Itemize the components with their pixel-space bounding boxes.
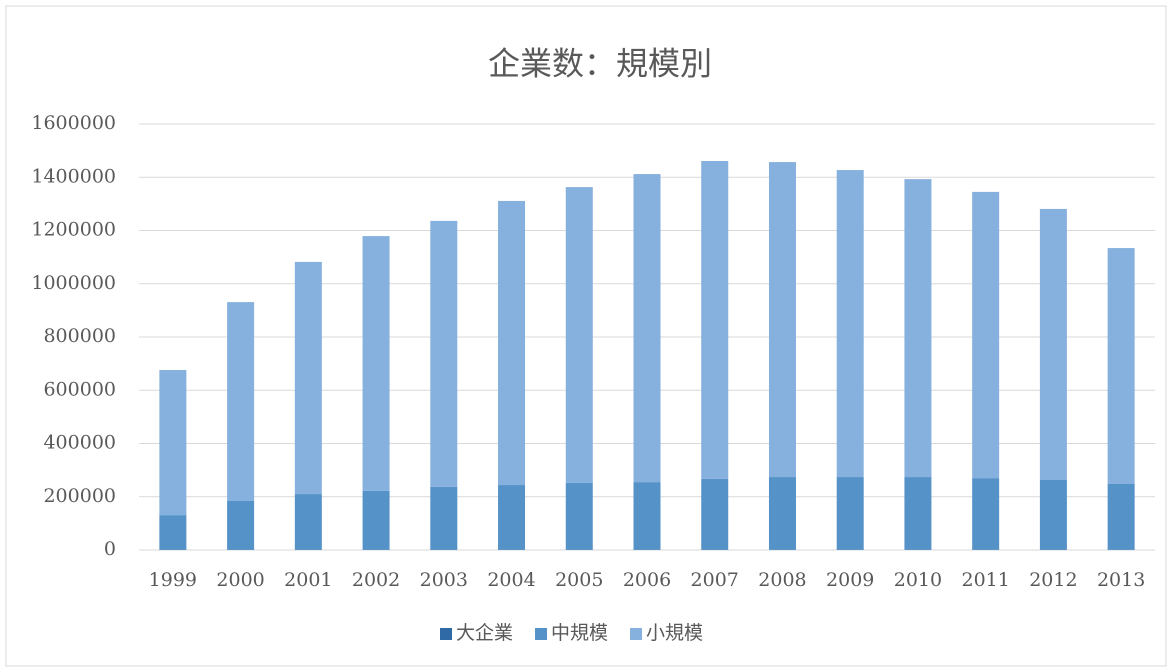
bar-segment — [498, 485, 526, 550]
bar-segment — [768, 162, 796, 478]
x-tick-label: 2013 — [1097, 569, 1145, 591]
bar-segment — [701, 478, 729, 550]
bar-segment — [159, 515, 187, 550]
y-tick-label: 200000 — [43, 485, 116, 507]
bar-segment — [362, 236, 390, 491]
y-tick-label: 800000 — [43, 325, 116, 347]
legend-label: 中規模 — [551, 622, 608, 644]
bar-segment — [768, 477, 796, 550]
bar-segment — [1039, 208, 1067, 480]
y-tick-label: 1000000 — [31, 272, 116, 294]
x-tick-label: 2012 — [1029, 569, 1077, 591]
bar-segment — [294, 261, 322, 495]
x-tick-label: 2007 — [691, 569, 739, 591]
x-tick-label: 2008 — [758, 569, 806, 591]
legend-swatch — [440, 628, 452, 640]
bar-segment — [227, 501, 255, 550]
bar-segment — [159, 370, 187, 516]
legend-label: 小規模 — [646, 622, 703, 644]
bar-segment — [498, 200, 526, 486]
bar-segment — [633, 174, 661, 483]
bar-segment — [565, 482, 593, 550]
bar-segment — [362, 490, 390, 550]
x-tick-label: 2000 — [216, 569, 264, 591]
x-tick-label: 2004 — [487, 569, 535, 591]
y-tick-label: 0 — [104, 538, 116, 560]
x-tick-label: 2011 — [961, 569, 1009, 591]
bar-segment — [972, 191, 1000, 479]
x-tick-label: 1999 — [149, 569, 197, 591]
y-tick-label: 1400000 — [31, 165, 116, 187]
bar-segment — [294, 494, 322, 550]
bar-segment — [633, 482, 661, 550]
x-tick-label: 2005 — [555, 569, 603, 591]
x-tick-label: 2006 — [623, 569, 671, 591]
bar-segment — [701, 161, 729, 479]
bar-segment — [904, 477, 932, 550]
bar-segment — [836, 477, 864, 550]
x-tick-label: 2009 — [826, 569, 874, 591]
legend-label: 大企業 — [456, 622, 513, 644]
y-tick-label: 600000 — [43, 378, 116, 400]
bar-segment — [972, 478, 1000, 550]
bar-segment — [836, 170, 864, 478]
y-tick-label: 1200000 — [31, 219, 116, 241]
bar-segment — [565, 187, 593, 483]
x-tick-label: 2001 — [284, 569, 332, 591]
legend-swatch — [630, 628, 643, 640]
bar-segment — [1039, 479, 1067, 550]
bar-segment — [430, 220, 458, 487]
bar-segment — [904, 179, 932, 478]
bar-segment — [1107, 483, 1135, 550]
x-tick-label: 2003 — [420, 569, 468, 591]
bar-segment — [227, 302, 255, 502]
bar-segment — [430, 486, 458, 550]
legend-swatch — [535, 628, 548, 640]
bar-segment — [1107, 248, 1135, 484]
x-tick-label: 2002 — [352, 569, 400, 591]
y-tick-label: 1600000 — [31, 112, 116, 134]
x-tick-label: 2010 — [894, 569, 942, 591]
y-tick-label: 400000 — [43, 432, 116, 454]
chart-title: 企業数：規模別 — [488, 45, 712, 83]
